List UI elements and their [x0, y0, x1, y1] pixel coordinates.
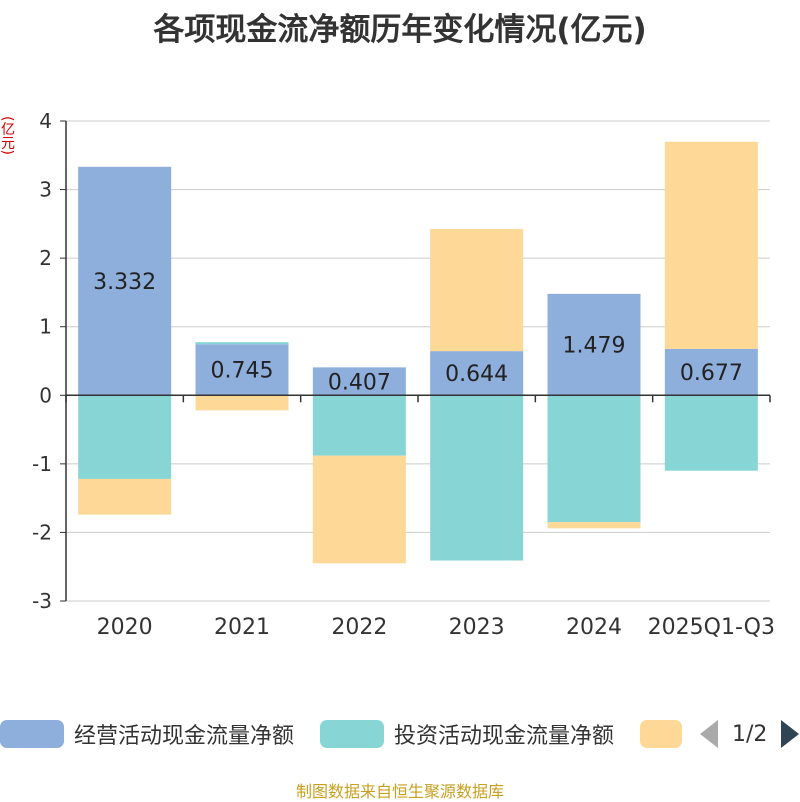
- legend-item-operating[interactable]: 经营活动现金流量净额: [0, 716, 294, 752]
- legend-label-investing: 投资活动现金流量净额: [394, 724, 615, 749]
- bar-1-4: [547, 395, 641, 523]
- bar-2-2: [312, 455, 406, 564]
- bar-1-5: [664, 395, 758, 471]
- legend-item-investing[interactable]: 投资活动现金流量净额: [320, 716, 614, 752]
- bar-2-0: [78, 478, 172, 515]
- y-tick-label: 0: [39, 383, 52, 407]
- y-tick-label: 4: [39, 109, 52, 133]
- source-note: 制图数据来自恒生聚源数据库: [295, 782, 504, 801]
- y-tick-label: -2: [32, 520, 52, 544]
- x-tick-label: 2025Q1-Q3: [648, 615, 775, 640]
- legend: 经营活动现金流量净额 投资活动现金流量净额 1/2: [0, 716, 800, 756]
- x-tick-label: 2023: [449, 615, 505, 640]
- bar-1-2: [312, 395, 406, 456]
- bar-0-5: [664, 348, 758, 396]
- x-tick-label: 2020: [97, 615, 153, 640]
- data-label: 0.407: [328, 370, 391, 395]
- x-tick-label: 2022: [331, 615, 387, 640]
- legend-pager: 1/2: [700, 716, 800, 752]
- pager-text: 1/2: [732, 721, 768, 747]
- data-label: 0.644: [445, 362, 508, 387]
- y-tick-label: 1: [39, 315, 52, 339]
- y-tick-label: 2: [39, 246, 52, 270]
- bar-2-5: [664, 141, 758, 349]
- y-tick-label: -1: [32, 452, 52, 476]
- data-label: 1.479: [563, 334, 626, 359]
- bar-0-0: [78, 166, 172, 396]
- legend-swatch-operating: [0, 720, 64, 748]
- data-label: 3.332: [93, 270, 156, 295]
- pager-prev-icon[interactable]: [700, 720, 718, 748]
- bar-0-4: [547, 293, 641, 396]
- bar-0-3: [430, 351, 524, 396]
- x-tick-label: 2024: [566, 615, 622, 640]
- bar-1-1: [195, 342, 289, 345]
- bar-1-0: [78, 395, 172, 479]
- legend-item-financing[interactable]: [640, 716, 682, 752]
- x-tick-label: 2021: [214, 615, 270, 640]
- legend-label-operating: 经营活动现金流量净额: [74, 724, 295, 749]
- y-axis-unit-label: (亿元): [0, 116, 15, 155]
- legend-swatch-investing: [320, 720, 384, 748]
- bar-0-2: [312, 367, 406, 396]
- bar-2-3: [430, 229, 524, 352]
- bar-0-1: [195, 344, 289, 396]
- chart-title: 各项现金流净额历年变化情况(亿元): [153, 12, 647, 48]
- bar-2-1: [195, 395, 289, 411]
- data-label: 0.677: [680, 361, 743, 386]
- pager-next-icon[interactable]: [781, 720, 800, 748]
- data-label: 0.745: [211, 359, 274, 384]
- legend-swatch-financing: [640, 720, 682, 748]
- bar-1-3: [430, 395, 524, 561]
- y-tick-label: 3: [39, 178, 52, 202]
- y-tick-label: -3: [32, 589, 52, 613]
- chart-plot: 4 3 2 1 0 -1 -2 -3 3.332 2020 0.745 2021 0.407 2022 0.…: [32, 109, 775, 640]
- bar-2-4: [547, 522, 641, 529]
